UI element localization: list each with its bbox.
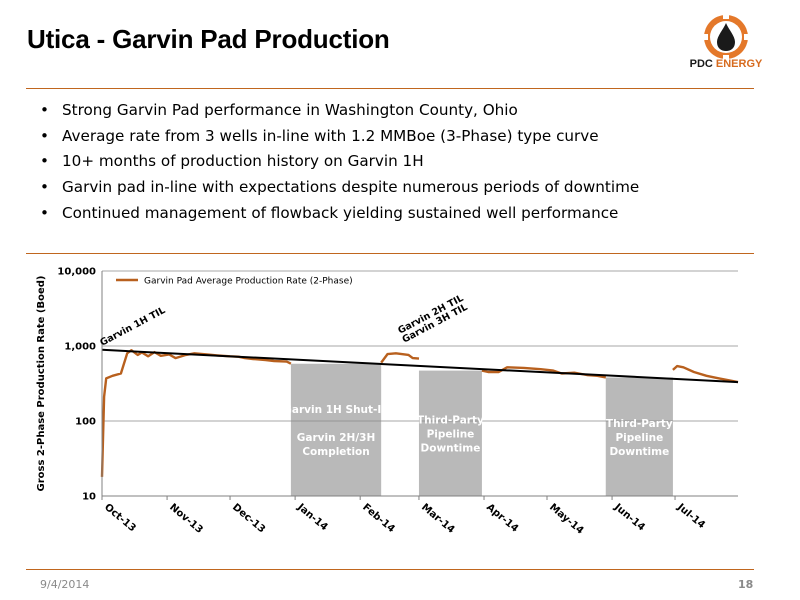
page-number: 18 [738, 578, 754, 591]
logo-text-energy: ENERGY [715, 58, 763, 70]
y-tick-label: 100 [75, 417, 96, 428]
slide-title: Utica - Garvin Pad Production [27, 24, 390, 54]
bullet-item: • Continued management of flowback yieldi… [40, 201, 639, 227]
legend-label: Garvin Pad Average Production Rate (2-Ph… [144, 277, 353, 287]
downtime-label: Pipeline [427, 428, 475, 440]
bullet-dot: • [40, 178, 49, 197]
section-rule [26, 253, 754, 254]
bullet-dot: • [40, 203, 49, 222]
header-rule [26, 88, 754, 89]
x-tick-label: Jun-14 [611, 501, 646, 533]
y-tick-label: 10,000 [57, 267, 96, 278]
bullet-dot: • [40, 126, 49, 145]
bullet-text: Average rate from 3 wells in-line with 1… [62, 126, 599, 145]
y-tick-label: 1,000 [64, 342, 96, 353]
production-series-line [100, 348, 292, 477]
bullet-dot: • [40, 152, 49, 171]
downtime-label: Downtime [609, 446, 669, 458]
y-tick-label: 10 [82, 492, 96, 503]
downtime-label: Third-Party [606, 418, 673, 430]
production-series-line [672, 364, 739, 384]
bullet-item: • 10+ months of production history on Gar… [40, 149, 639, 175]
downtime-region [418, 370, 482, 496]
x-tick-label: Jul-14 [674, 501, 707, 531]
x-tick-label: Nov-13 [167, 502, 205, 536]
downtime-label: Garvin 2H/3H [297, 432, 375, 444]
type-curve-line [101, 348, 739, 384]
downtime-label: Downtime [421, 442, 481, 454]
bullet-item: • Garvin pad in-line with expectations de… [40, 175, 639, 201]
production-series-line [380, 352, 420, 364]
x-tick-label: Feb-14 [360, 502, 397, 535]
downtime-label: Third-Party [417, 414, 484, 426]
bullet-text: Continued management of flowback yieldin… [62, 203, 619, 222]
til-annotation: Garvin 1H TIL [98, 305, 167, 349]
footer-rule [26, 569, 754, 570]
bullet-list: • Strong Garvin Pad performance in Washin… [40, 98, 639, 227]
production-chart: Garvin 1H Shut-In Garvin 2H/3H Completion T… [36, 267, 739, 537]
footer-date: 9/4/2014 [40, 578, 90, 591]
x-tick-label: Mar-14 [419, 502, 457, 536]
bullet-item: • Average rate from 3 wells in-line with … [40, 124, 639, 150]
x-tick-label: May-14 [547, 502, 585, 537]
x-tick-label: Oct-13 [102, 502, 138, 534]
downtime-region [290, 363, 382, 496]
logo-text: PDC ENERGY [678, 58, 774, 70]
downtime-label: Garvin 1H Shut-In [283, 404, 388, 416]
logo-text-pdc: PDC [689, 58, 713, 70]
bullet-text: Garvin pad in-line with expectations des… [62, 178, 640, 197]
downtime-label: Completion [302, 446, 369, 458]
downtime-label: Pipeline [615, 432, 663, 444]
x-tick-label: Dec-13 [230, 502, 267, 536]
x-tick-label: Jan-14 [294, 501, 329, 533]
y-axis-label: Gross 2-Phase Production Rate (Boed) [36, 276, 47, 492]
bullet-text: Strong Garvin Pad performance in Washing… [62, 101, 518, 119]
x-tick-label: Apr-14 [484, 502, 520, 535]
bullet-dot: • [40, 101, 49, 119]
bullet-item: • Strong Garvin Pad performance in Washin… [40, 98, 639, 124]
downtime-region [605, 377, 673, 496]
bullet-text: 10+ months of production history on Garv… [62, 152, 424, 171]
